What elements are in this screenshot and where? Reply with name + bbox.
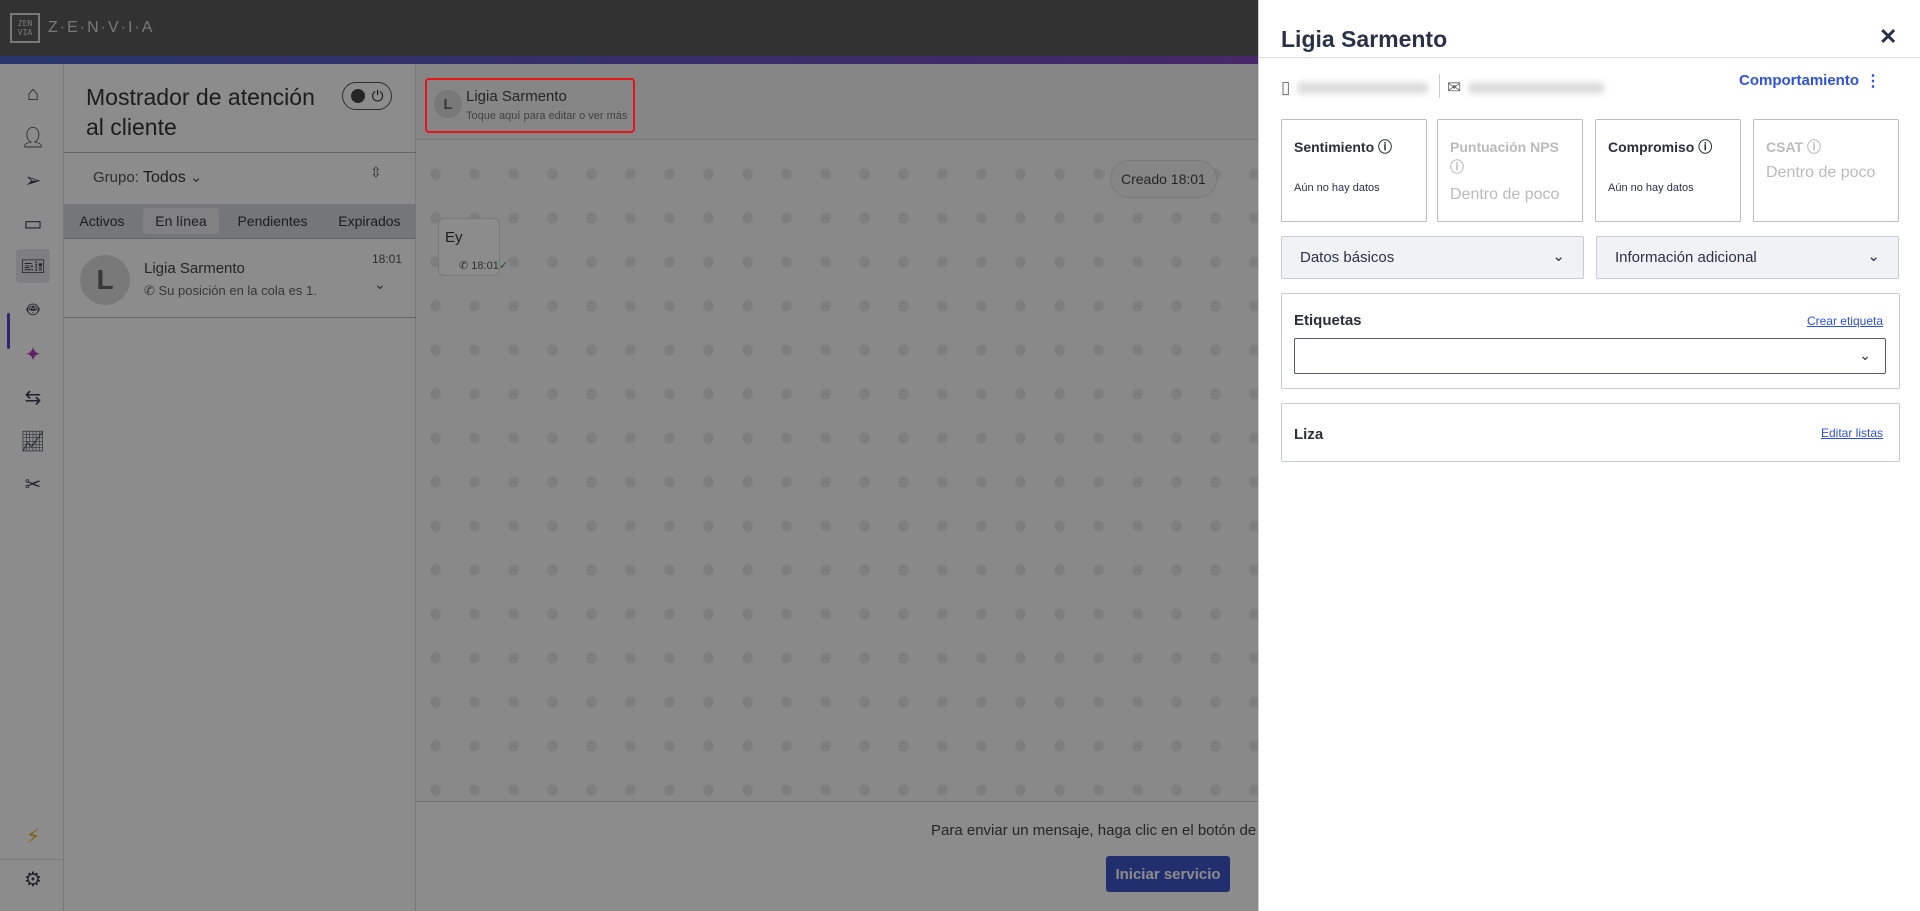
more-options-icon[interactable]: ⋮	[1865, 73, 1881, 90]
csat-card: CSAT ⓘ Dentro de poco	[1753, 119, 1899, 222]
last-message-text: Su posición en la cola es 1.	[158, 283, 317, 298]
bot-icon[interactable]: 🤖︎	[27, 299, 39, 321]
flow-icon[interactable]: ⇆	[24, 386, 42, 409]
card-title: Compromiso	[1608, 139, 1695, 155]
chevron-down-icon: ⌄	[1867, 248, 1880, 265]
lists-title: Liza	[1294, 426, 1324, 443]
group-label: Grupo:	[93, 169, 139, 186]
basic-data-accordion[interactable]: Datos básicos ⌄	[1281, 236, 1584, 279]
mail-icon: ✉	[1447, 78, 1462, 97]
tab-pendientes[interactable]: Pendientes	[237, 213, 308, 229]
zenvia-logo-text: Z·E·N·V·I·A	[48, 19, 155, 36]
chevron-down-icon: ⌄	[1859, 347, 1871, 363]
composer-hint: Para enviar un mensaje, haga clic en el …	[931, 822, 1273, 839]
page-title: Mostrador de atención al cliente	[86, 84, 315, 140]
active-indicator	[7, 313, 10, 349]
chevron-down-icon: ⌄	[189, 169, 203, 186]
message-bubble: Ey ✆ 18:01✓	[438, 218, 508, 276]
created-badge: Creado 18:01	[1110, 160, 1217, 198]
info-icon[interactable]: ⓘ	[1803, 139, 1821, 155]
avatar: L	[434, 90, 462, 118]
message-meta: ✆ 18:01✓	[459, 259, 508, 272]
highlight-box	[425, 78, 635, 133]
home-icon[interactable]: ⌂	[26, 82, 40, 105]
lightning-icon[interactable]: ⚡︎	[25, 825, 41, 848]
accordion-label: Información adicional	[1615, 249, 1757, 266]
phone-redacted	[1298, 82, 1429, 94]
contact-name: Ligia Sarmento	[144, 260, 245, 277]
gear-icon[interactable]: ⚙	[24, 868, 42, 891]
chat-contact-hint[interactable]: Toque aquí para editar o ver más	[466, 110, 628, 122]
contact-details-panel: Ligia Sarmento ✕ ▯ ✉ Comportamiento ⋮ Se…	[1258, 0, 1920, 911]
group-value: Todos	[143, 169, 186, 186]
phone-icon: ▯	[1281, 78, 1291, 97]
additional-info-accordion[interactable]: Información adicional ⌄	[1596, 236, 1899, 279]
card-title: Puntuación NPS	[1450, 139, 1559, 155]
whatsapp-icon: ✆	[459, 260, 469, 272]
sparkles-icon[interactable]: ✦	[24, 343, 42, 366]
whatsapp-icon: ✆	[144, 283, 159, 298]
tags-title: Etiquetas	[1294, 312, 1362, 329]
double-check-icon: ✓	[498, 260, 509, 272]
zenvia-logo-mark: ZEN VIA	[10, 13, 40, 43]
card-title: Sentimiento	[1294, 139, 1375, 155]
sentiment-card: Sentimiento ⓘ Aún no hay datos	[1281, 119, 1427, 222]
conversation-time: 18:01	[372, 252, 403, 266]
panel-title: Ligia Sarmento	[1281, 26, 1448, 52]
card-title: CSAT	[1766, 139, 1804, 155]
accordion-label: Datos básicos	[1300, 249, 1395, 266]
phone-field: ▯	[1281, 78, 1429, 98]
divider	[1439, 74, 1440, 98]
tags-select[interactable]: ⌄	[1294, 338, 1886, 374]
info-icon[interactable]: ⓘ	[1374, 139, 1393, 155]
sort-icon[interactable]: ⇳	[370, 164, 382, 180]
create-tag-link[interactable]: Crear etiqueta	[1806, 314, 1883, 328]
send-icon[interactable]: ➢	[24, 169, 42, 192]
chart-icon[interactable]: 📈︎	[20, 430, 46, 453]
conversation-item[interactable]: L Ligia Sarmento ✆ Su posición en la col…	[64, 240, 416, 318]
info-icon[interactable]: ⓘ	[1450, 159, 1464, 175]
nps-card: Puntuación NPS ⓘ Dentro de poco	[1437, 119, 1583, 222]
chevron-down-icon[interactable]: ⌄	[374, 276, 386, 292]
chat-icon[interactable]: ▭	[23, 212, 43, 235]
status-tabs: Activos En línea Pendientes Expirados	[64, 204, 416, 239]
tab-expirados[interactable]: Expirados	[338, 213, 401, 229]
power-icon: ⏻	[371, 87, 384, 105]
left-nav: ⌂ 👤︎ ➢ ▭ 🎫︎ 🤖︎ ✦ ⇆ 📈︎ ✂ ⚡︎ ⚙	[0, 64, 64, 911]
email-redacted	[1469, 82, 1605, 94]
tools-icon[interactable]: ✂	[24, 473, 42, 496]
lists-section: Liza Editar listas	[1281, 403, 1900, 462]
tab-en-linea[interactable]: En línea	[143, 208, 219, 234]
ticket-icon[interactable]: 🎫︎	[16, 249, 50, 283]
last-message: ✆ Su posición en la cola es 1.	[144, 283, 317, 299]
conversation-list-panel: Mostrador de atención al cliente ⏻ Grupo…	[64, 64, 416, 911]
message-time: 18:01	[471, 260, 499, 272]
availability-toggle[interactable]: ⏻	[342, 82, 392, 110]
start-service-button[interactable]: Iniciar servicio	[1106, 856, 1230, 892]
modal-backdrop[interactable]	[0, 0, 1258, 911]
edit-lists-link[interactable]: Editar listas	[1820, 426, 1883, 440]
contacts-icon[interactable]: 👤︎	[20, 126, 46, 149]
group-filter[interactable]: Grupo: Todos ⌄	[93, 168, 202, 187]
card-value: Dentro de poco	[1766, 164, 1876, 181]
toggle-knob	[350, 89, 365, 103]
tab-activos[interactable]: Activos	[79, 213, 125, 229]
chevron-down-icon: ⌄	[1552, 248, 1565, 265]
gradient-bar	[0, 56, 1920, 64]
tags-section: Etiquetas Crear etiqueta ⌄	[1281, 293, 1900, 389]
card-value: Aún no hay datos	[1608, 182, 1694, 194]
engagement-card: Compromiso ⓘ Aún no hay datos	[1595, 119, 1741, 222]
close-icon[interactable]: ✕	[1879, 24, 1898, 49]
email-field: ✉	[1447, 78, 1605, 98]
card-value: Aún no hay datos	[1294, 182, 1380, 194]
nav-divider	[0, 859, 64, 860]
avatar: L	[80, 255, 130, 305]
divider	[64, 152, 416, 153]
card-value: Dentro de poco	[1450, 186, 1560, 203]
behaviour-link[interactable]: Comportamiento	[1739, 72, 1859, 89]
divider	[1259, 57, 1920, 58]
message-text: Ey	[445, 229, 463, 246]
info-icon[interactable]: ⓘ	[1694, 139, 1713, 155]
chat-contact-name[interactable]: Ligia Sarmento	[466, 88, 567, 105]
